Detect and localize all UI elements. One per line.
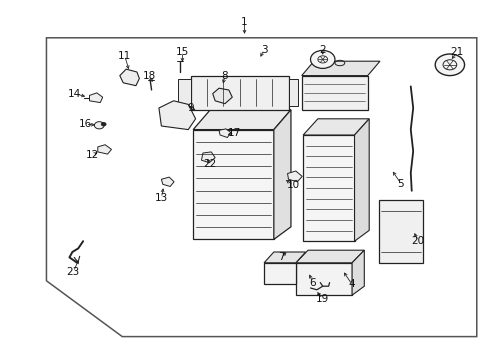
Polygon shape [193,110,290,130]
Text: 6: 6 [309,278,316,288]
Text: 9: 9 [187,103,194,113]
Text: 20: 20 [411,236,424,246]
Polygon shape [378,200,422,263]
Polygon shape [190,76,288,110]
Circle shape [310,50,334,68]
Text: 7: 7 [277,252,284,262]
Text: 11: 11 [118,51,131,61]
Text: 19: 19 [315,294,329,304]
Text: 5: 5 [397,179,404,189]
Text: 8: 8 [221,71,228,81]
Polygon shape [98,145,111,154]
Polygon shape [301,76,367,110]
Polygon shape [303,135,354,241]
Polygon shape [301,61,379,76]
Text: 17: 17 [227,128,241,138]
Text: 4: 4 [348,279,355,289]
Polygon shape [219,129,230,138]
Text: 16: 16 [79,119,92,129]
Polygon shape [295,263,351,295]
Polygon shape [264,252,305,263]
Text: 12: 12 [86,150,100,160]
Polygon shape [303,119,368,135]
Polygon shape [193,130,273,239]
Polygon shape [288,79,298,106]
Polygon shape [201,152,215,163]
Text: 22: 22 [203,159,217,169]
Text: 21: 21 [449,47,463,57]
Polygon shape [287,171,302,182]
Text: 1: 1 [241,17,247,27]
Text: 23: 23 [66,267,80,277]
Circle shape [94,122,104,129]
Polygon shape [89,93,102,103]
Text: 10: 10 [286,180,299,190]
Circle shape [101,122,106,126]
Polygon shape [264,263,295,284]
Polygon shape [161,177,174,186]
Polygon shape [273,110,290,239]
Circle shape [434,54,464,76]
Polygon shape [295,250,364,263]
Text: 14: 14 [68,89,81,99]
Text: 13: 13 [154,193,168,203]
Text: 18: 18 [142,71,156,81]
Polygon shape [159,101,195,130]
Polygon shape [354,119,368,241]
Text: 15: 15 [175,47,189,57]
Polygon shape [212,88,232,104]
Polygon shape [120,69,139,86]
Polygon shape [178,79,190,106]
Polygon shape [351,250,364,295]
Text: 3: 3 [260,45,267,55]
Text: 2: 2 [319,45,325,55]
